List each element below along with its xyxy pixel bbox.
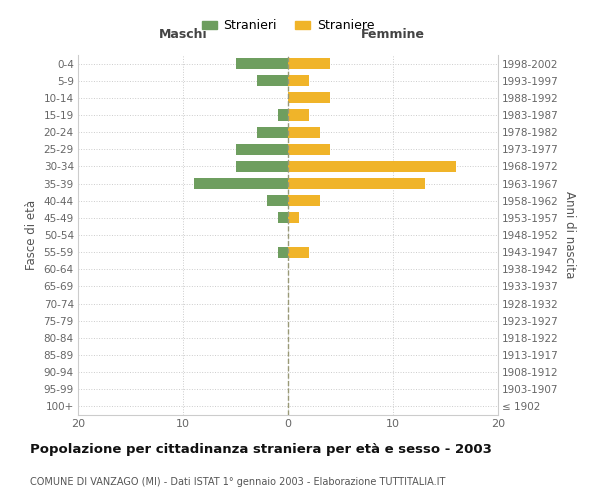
Bar [257, 75, 288, 86]
Bar [288, 75, 309, 86]
Bar [235, 144, 288, 155]
Bar [277, 110, 288, 120]
Bar [288, 126, 320, 138]
Bar [277, 212, 288, 224]
Bar [235, 161, 288, 172]
Text: Popolazione per cittadinanza straniera per età e sesso - 2003: Popolazione per cittadinanza straniera p… [30, 442, 492, 456]
Y-axis label: Anni di nascita: Anni di nascita [563, 192, 575, 278]
Legend: Stranieri, Straniere: Stranieri, Straniere [197, 14, 379, 38]
Bar [288, 144, 330, 155]
Bar [288, 92, 330, 104]
Y-axis label: Fasce di età: Fasce di età [25, 200, 38, 270]
Text: COMUNE DI VANZAGO (MI) - Dati ISTAT 1° gennaio 2003 - Elaborazione TUTTITALIA.IT: COMUNE DI VANZAGO (MI) - Dati ISTAT 1° g… [30, 477, 445, 487]
Text: Femmine: Femmine [361, 28, 425, 40]
Bar [288, 195, 320, 206]
Bar [288, 161, 456, 172]
Bar [193, 178, 288, 189]
Text: Maschi: Maschi [158, 28, 208, 40]
Bar [288, 212, 299, 224]
Bar [257, 126, 288, 138]
Bar [267, 195, 288, 206]
Bar [288, 58, 330, 69]
Bar [288, 110, 309, 120]
Bar [277, 246, 288, 258]
Bar [288, 178, 425, 189]
Bar [288, 246, 309, 258]
Bar [235, 58, 288, 69]
